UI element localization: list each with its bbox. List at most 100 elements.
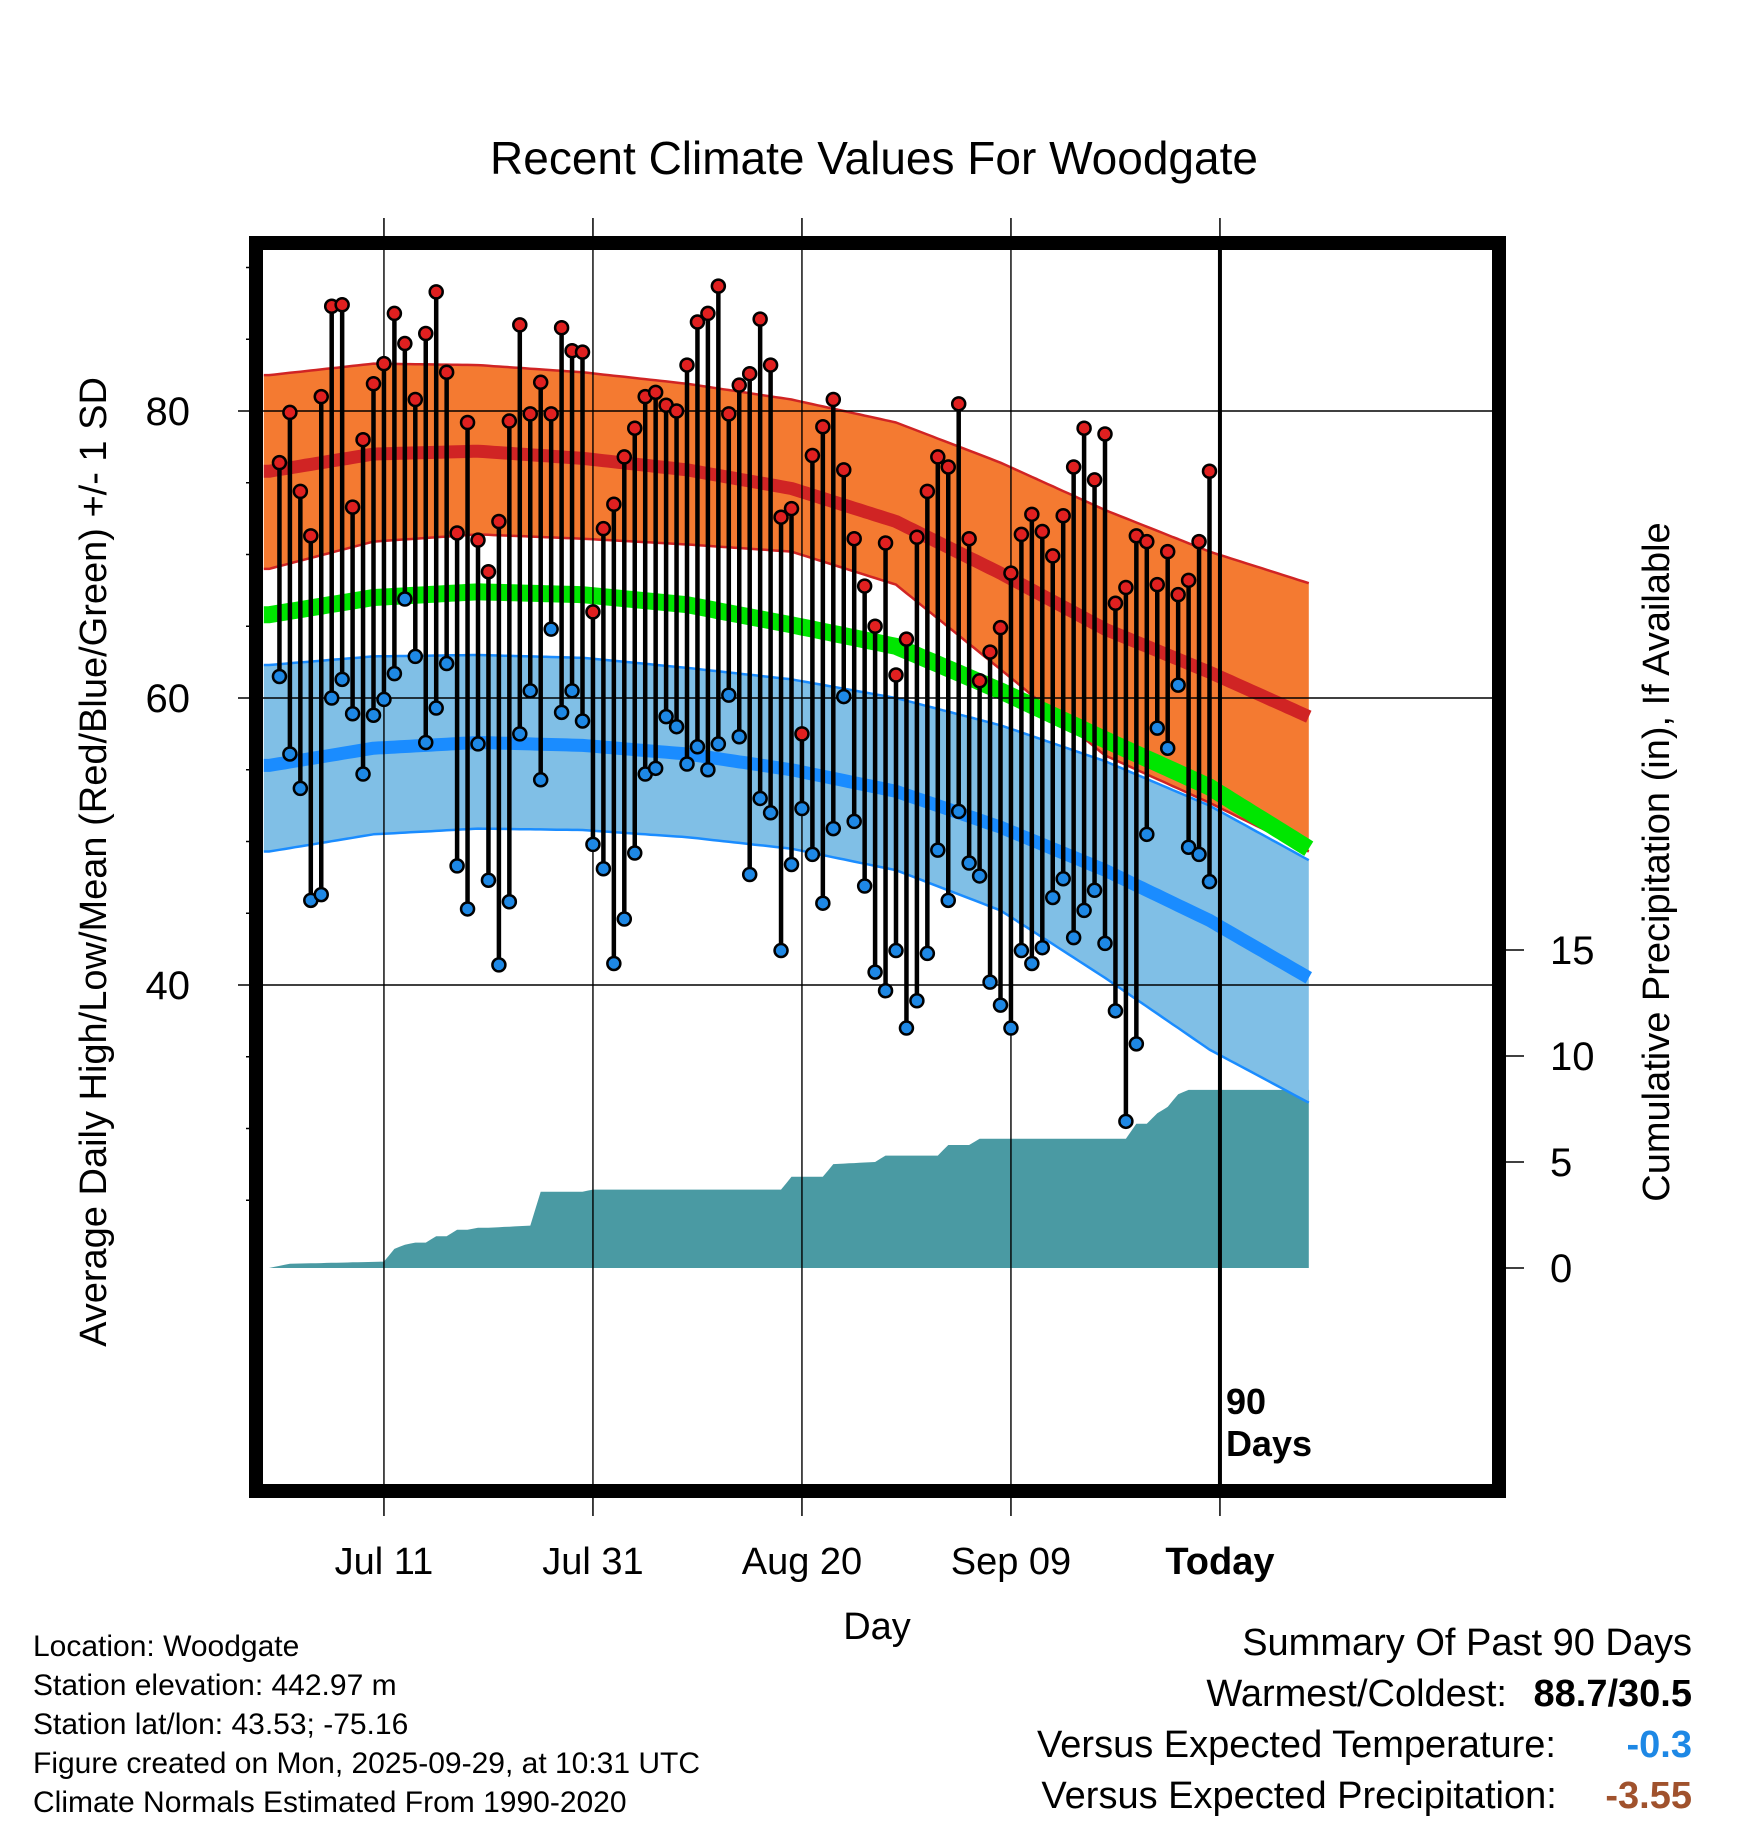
daily-low-point <box>501 894 518 910</box>
daily-high-point <box>480 563 497 580</box>
daily-low-point <box>480 872 497 888</box>
daily-high-point <box>1065 459 1082 475</box>
daily-low-point <box>428 700 444 716</box>
plot-frame <box>249 236 1506 1498</box>
daily-high-point <box>574 344 591 360</box>
daily-high-point <box>449 525 465 541</box>
daily-high-point <box>647 384 664 401</box>
daily-high-point <box>407 391 424 408</box>
daily-low-point <box>804 846 821 863</box>
daily-low-point <box>815 895 831 911</box>
daily-low-point <box>950 803 967 820</box>
daily-high-point <box>1003 565 1019 581</box>
daily-low-point <box>846 813 862 830</box>
daily-high-point <box>700 305 716 322</box>
daily-low-point <box>418 734 434 751</box>
daily-low-point <box>1086 882 1103 899</box>
daily-high-point <box>355 431 371 448</box>
daily-low-point <box>606 955 622 972</box>
daily-high-point <box>773 509 789 525</box>
y-tick-label-left: 80 <box>146 390 191 434</box>
temperature-value: -0.3 <box>1626 1724 1692 1766</box>
daily-high-point <box>1097 426 1113 442</box>
daily-low-point <box>1201 873 1218 890</box>
daily-low-point <box>1034 939 1051 956</box>
daily-low-point <box>794 800 810 817</box>
today-label: 90 Days <box>1226 1381 1312 1464</box>
daily-high-point <box>501 413 518 429</box>
daily-high-point <box>961 530 977 547</box>
daily-high-point <box>418 325 434 342</box>
daily-low-point <box>825 820 842 837</box>
daily-low-point <box>438 655 455 672</box>
daily-low-point <box>376 691 392 708</box>
y-tick-label-right: 10 <box>1550 1035 1595 1079</box>
daily-low-point <box>553 704 570 721</box>
warmest-coldest-value: 88.7/30.5 <box>1533 1673 1692 1715</box>
x-tick-label: Today <box>1165 1541 1274 1583</box>
summary-heading: Summary Of Past 90 Days <box>1242 1622 1692 1664</box>
y-axis-left-label: Average Daily High/Low/Mean (Red/Blue/Gr… <box>73 377 115 1347</box>
daily-high-point <box>689 314 706 330</box>
chart-title: Recent Climate Values For Woodgate <box>490 132 1258 184</box>
x-axis-label: Day <box>843 1606 911 1648</box>
daily-high-point <box>815 419 831 435</box>
daily-high-point <box>1076 420 1092 436</box>
daily-high-point <box>856 578 873 594</box>
daily-high-point <box>428 284 444 300</box>
y-tick-label-right: 5 <box>1550 1141 1572 1185</box>
daily-low-point <box>512 726 528 742</box>
daily-low-point <box>700 762 716 778</box>
daily-high-point <box>950 396 967 412</box>
daily-high-point <box>1191 533 1207 550</box>
daily-low-point <box>1118 1113 1134 1130</box>
daily-low-point <box>888 942 904 959</box>
daily-high-point <box>836 462 852 478</box>
daily-high-point <box>313 388 329 405</box>
daily-low-point <box>668 718 685 735</box>
daily-high-point <box>794 726 810 742</box>
daily-low-point <box>1170 677 1186 693</box>
daily-high-point <box>888 667 904 683</box>
daily-low-point <box>1024 955 1040 972</box>
daily-low-point <box>564 683 580 699</box>
daily-high-point <box>846 530 862 547</box>
daily-low-point <box>1076 902 1092 919</box>
x-tick-label: Sep 09 <box>951 1541 1071 1583</box>
daily-high-point <box>512 317 528 333</box>
daily-low-point <box>365 707 382 723</box>
daily-high-point <box>982 644 998 660</box>
daily-low-point <box>543 621 559 637</box>
daily-high-point <box>909 529 925 546</box>
daily-low-point <box>532 772 549 788</box>
daily-high-point <box>731 377 747 393</box>
daily-low-point <box>574 713 591 729</box>
daily-low-point <box>323 690 340 706</box>
daily-high-point <box>1013 526 1030 543</box>
daily-low-point <box>1128 1036 1145 1052</box>
temperature-label: Versus Expected Temperature: <box>1037 1724 1556 1766</box>
y-tick-label-right: 0 <box>1550 1247 1572 1291</box>
daily-low-point <box>731 728 747 745</box>
daily-low-point <box>741 866 758 883</box>
daily-low-point <box>1149 720 1165 736</box>
daily-high-point <box>804 447 821 464</box>
daily-low-point <box>1180 839 1197 855</box>
daily-low-point <box>313 886 329 903</box>
footer-location: Location: Woodgate <box>33 1630 300 1663</box>
daily-low-point <box>449 858 465 874</box>
daily-high-point <box>867 618 883 634</box>
daily-low-point <box>407 648 424 665</box>
daily-low-point <box>627 845 643 861</box>
high-sd-band <box>263 363 1309 852</box>
daily-high-point <box>1045 548 1061 564</box>
daily-low-point <box>1191 846 1207 863</box>
daily-low-point <box>616 911 633 927</box>
daily-high-point <box>543 406 559 422</box>
daily-high-point <box>1149 576 1165 593</box>
daily-high-point <box>679 357 695 373</box>
daily-high-point <box>752 311 768 327</box>
daily-high-point <box>762 357 779 373</box>
footer-normals-period: Climate Normals Estimated From 1990-2020 <box>33 1786 627 1819</box>
daily-low-point <box>971 868 988 884</box>
